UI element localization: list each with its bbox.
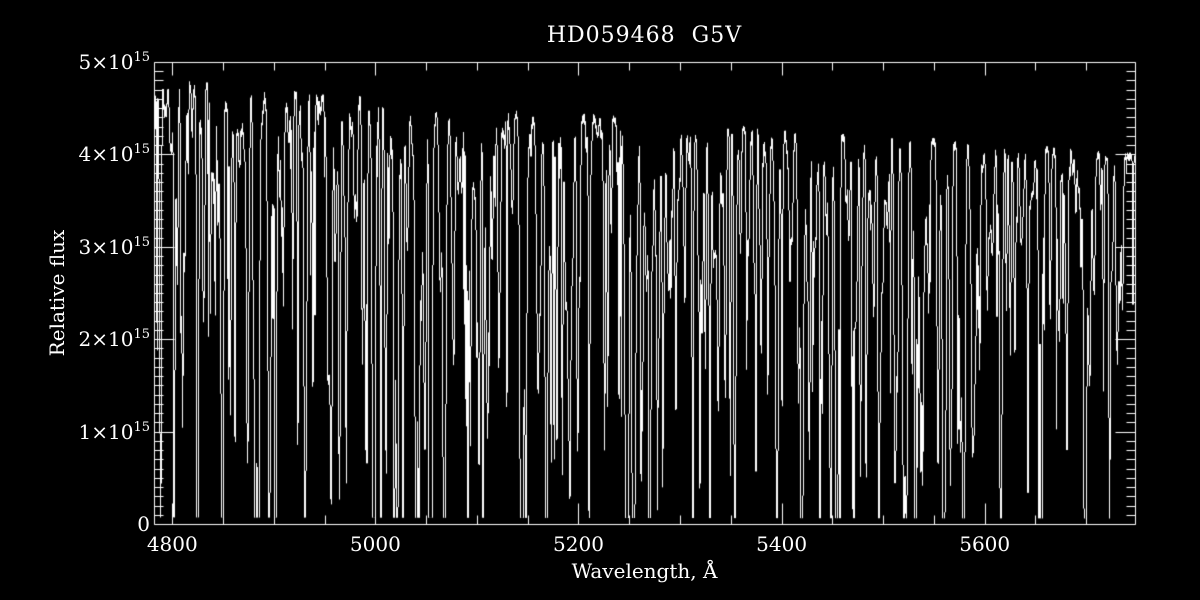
y-tick-exponent: 15 [133, 50, 150, 65]
y-tick-label-5e15: 5×1015 [78, 50, 150, 77]
y-tick-mantissa: 3×10 [78, 234, 134, 259]
chart-title: HD059468 G5V [546, 23, 743, 48]
y-tick-label-0: 0 [137, 513, 150, 539]
x-axis-title: Wavelength, Å [571, 559, 718, 583]
y-tick-mantissa: 0 [137, 512, 150, 536]
y-tick-mantissa: 1×10 [78, 419, 134, 444]
y-tick-exponent: 15 [133, 142, 150, 158]
x-tick-label-4800: 4800 [146, 532, 198, 556]
y-tick-label-3e15: 3×1015 [78, 234, 150, 262]
y-tick-mantissa: 5×10 [78, 50, 134, 74]
y-tick-exponent: 15 [133, 327, 150, 343]
y-tick-label-4e15: 4×1015 [78, 142, 150, 169]
y-tick-mantissa: 4×10 [78, 142, 134, 167]
y-tick-exponent: 15 [133, 234, 150, 250]
x-tick-label-5400: 5400 [756, 532, 808, 556]
y-tick-mantissa: 2×10 [78, 327, 134, 352]
y-axis-title: Relative flux [45, 229, 69, 357]
y-tick-label-1e15: 1×1015 [78, 419, 150, 447]
x-tick-label-5000: 5000 [349, 532, 401, 556]
y-tick-exponent: 15 [133, 419, 150, 435]
x-tick-label-5600: 5600 [959, 532, 1011, 556]
x-tick-label-5200: 5200 [553, 532, 604, 556]
y-tick-label-2e15: 2×1015 [78, 327, 150, 354]
